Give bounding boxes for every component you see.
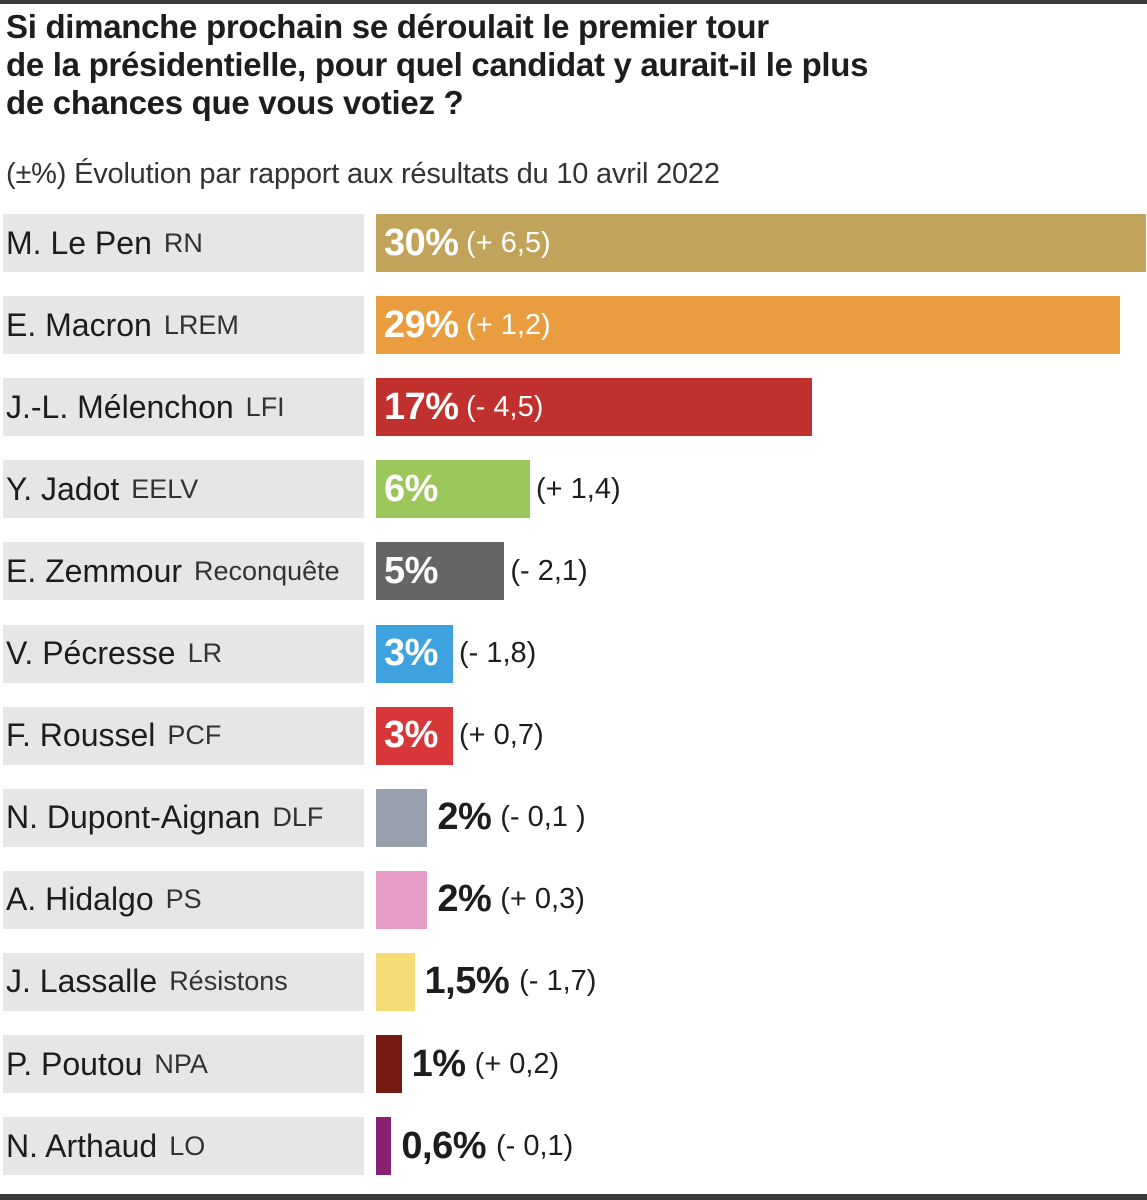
candidate-label: M. Le Pen RN: [3, 214, 364, 272]
change-label: (+ 6,5): [466, 226, 551, 259]
change-label: (+ 0,3): [500, 883, 585, 916]
value-label: 0,6%: [401, 1124, 487, 1167]
change-label: (- 0,1): [496, 1129, 574, 1162]
candidate-label: J.-L. Mélenchon LFI: [3, 378, 364, 437]
candidate-label: N. Dupont-Aignan DLF: [3, 788, 364, 847]
change-label: (- 1,7): [519, 965, 597, 998]
candidate-name: N. Dupont-Aignan: [6, 799, 261, 836]
candidate-label: N. Arthaud LO: [3, 1117, 364, 1176]
title-line-2: de la présidentielle, pour quel candidat…: [6, 46, 869, 83]
value-label: 1,5%: [424, 960, 510, 1003]
candidate-party: DLF: [272, 802, 324, 833]
candidate-name: V. Pécresse: [6, 635, 176, 671]
value-label: 3%: [384, 714, 438, 757]
candidate-party: LREM: [163, 309, 239, 340]
chart-row: P. Poutou NPA 1% (+ 0,2): [0, 1035, 1147, 1093]
candidate-label: E. Macron LREM: [3, 296, 364, 355]
candidate-name: E. Macron: [6, 306, 152, 343]
change-label: (- 1,8): [459, 637, 537, 669]
bar: [376, 542, 505, 601]
value-label: 2%: [437, 796, 492, 839]
chart-row: N. Dupont-Aignan DLF 2% (- 0,1 ): [0, 788, 1147, 847]
chart-subtitle: (±%) Évolution par rapport aux résultats…: [6, 158, 720, 190]
candidate-name: J.-L. Mélenchon: [6, 388, 234, 425]
candidate-name: N. Arthaud: [6, 1127, 158, 1164]
chart-row: M. Le Pen RN 30% (+ 6,5): [0, 214, 1147, 272]
candidate-party: LR: [187, 638, 223, 668]
chart-row: J. Lassalle Résistons 1,5% (- 1,7): [0, 952, 1147, 1011]
value-label: 2%: [437, 878, 492, 921]
candidate-name: F. Roussel: [6, 717, 156, 754]
chart-row: Y. Jadot EELV 6% (+ 1,4): [0, 460, 1147, 519]
bar: [376, 1117, 392, 1176]
candidate-label: J. Lassalle Résistons: [3, 952, 364, 1011]
candidate-party: NPA: [154, 1048, 208, 1079]
candidate-party: Reconquête: [194, 555, 340, 586]
chart-title: Si dimanche prochain se déroulait le pre…: [6, 8, 1126, 122]
candidate-party: PS: [165, 884, 202, 915]
value-label: 3%: [384, 632, 438, 674]
chart-row: J.-L. Mélenchon LFI 17% (- 4,5): [0, 378, 1147, 437]
value-label: 5%: [384, 549, 438, 592]
candidate-label: V. Pécresse LR: [3, 624, 364, 683]
candidate-label: A. Hidalgo PS: [3, 870, 364, 929]
bar: [376, 296, 1121, 355]
bar: [376, 952, 415, 1011]
change-label: (- 4,5): [466, 390, 544, 423]
chart-row: E. Zemmour Reconquête 5% (- 2,1): [0, 542, 1147, 601]
bar: [376, 706, 453, 765]
change-label: (- 0,1 ): [500, 801, 586, 834]
change-label: (+ 1,4): [536, 472, 621, 505]
change-label: (+ 0,2): [474, 1047, 560, 1080]
bar: [376, 378, 813, 437]
title-line-1: Si dimanche prochain se déroulait le pre…: [6, 8, 769, 45]
bar: [376, 624, 453, 683]
change-label: (+ 0,7): [459, 719, 544, 752]
candidate-name: Y. Jadot: [6, 470, 120, 507]
change-label: (- 2,1): [510, 554, 588, 587]
chart-row: E. Macron LREM 29% (+ 1,2): [0, 296, 1147, 355]
candidate-party: LFI: [245, 391, 285, 422]
chart-row: N. Arthaud LO 0,6% (- 0,1): [0, 1117, 1147, 1176]
candidate-party: PCF: [167, 720, 222, 751]
candidate-party: LO: [169, 1130, 206, 1161]
bar: [376, 788, 428, 847]
chart-row: F. Roussel PCF 3% (+ 0,7): [0, 706, 1147, 765]
bar: [376, 214, 1146, 272]
value-label: 29%: [384, 303, 459, 346]
candidate-label: P. Poutou NPA: [3, 1035, 364, 1093]
title-line-3: de chances que vous votiez ?: [6, 84, 464, 121]
candidate-label: E. Zemmour Reconquête: [3, 542, 364, 601]
candidate-party: EELV: [131, 473, 199, 504]
bar: [376, 1035, 402, 1093]
candidate-name: M. Le Pen: [6, 224, 152, 261]
value-label: 30%: [384, 221, 459, 264]
candidate-label: F. Roussel PCF: [3, 706, 364, 765]
candidate-party: RN: [163, 227, 203, 258]
chart-row: A. Hidalgo PS 2% (+ 0,3): [0, 870, 1147, 929]
candidate-name: P. Poutou: [6, 1045, 143, 1082]
bottom-rule: [0, 1194, 1147, 1200]
candidate-name: A. Hidalgo: [6, 881, 154, 918]
bar: [376, 460, 530, 519]
chart-row: V. Pécresse LR 3% (- 1,8): [0, 624, 1147, 683]
candidate-party: Résistons: [169, 966, 288, 997]
candidate-name: E. Zemmour: [6, 552, 183, 589]
bar: [376, 870, 428, 929]
top-rule: [0, 0, 1147, 4]
change-label: (+ 1,2): [466, 308, 551, 341]
candidate-name: J. Lassalle: [6, 963, 158, 1000]
candidate-label: Y. Jadot EELV: [3, 460, 364, 519]
value-label: 6%: [384, 467, 438, 510]
value-label: 1%: [411, 1042, 466, 1085]
value-label: 17%: [384, 385, 459, 428]
